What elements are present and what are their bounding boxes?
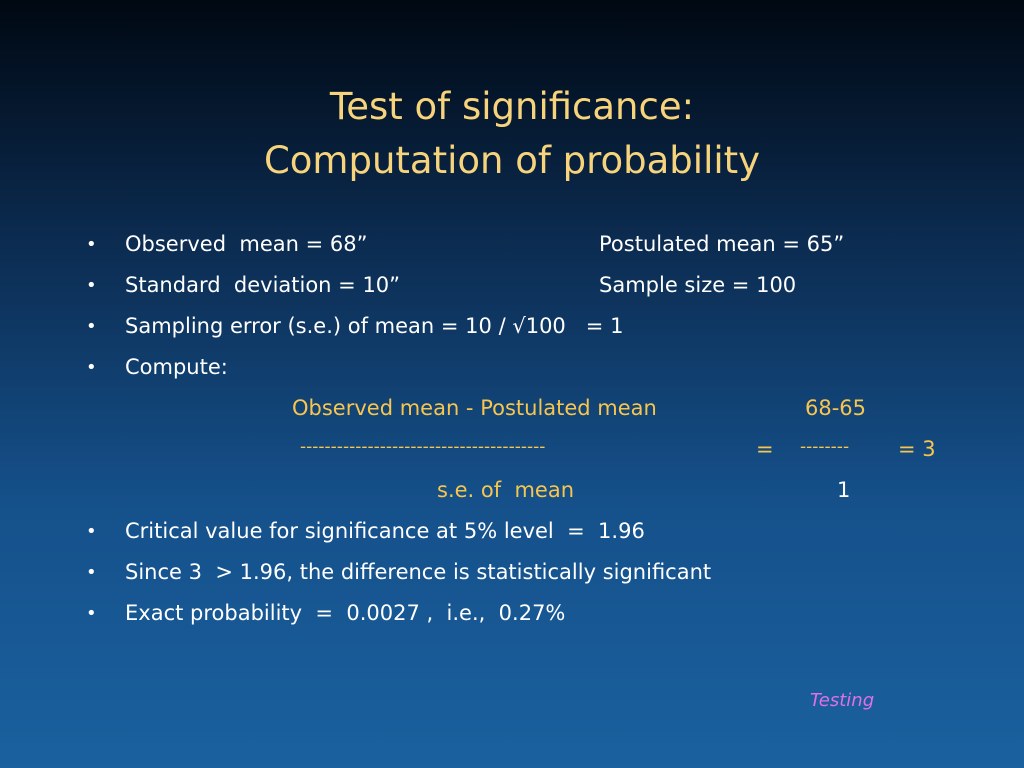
formula-value-line: -------- — [800, 437, 850, 457]
formula-denominator: s.e. of mean — [437, 478, 575, 502]
formula-fraction-line: ---------------------------------------- — [300, 437, 546, 457]
bullet-text-right: Postulated mean = 65” — [599, 232, 845, 256]
bullet-dot: • — [86, 603, 97, 624]
title-line: Computation of probability — [263, 139, 761, 182]
formula-numerator: Observed mean - Postulated mean — [292, 396, 657, 420]
bullet-dot: • — [86, 275, 97, 296]
formula-result: = 3 — [898, 437, 936, 461]
formula-denominator-value: 1 — [837, 478, 851, 502]
bullet-text: Sampling error (s.e.) of mean = 10 / √10… — [125, 314, 624, 338]
bullet-dot: • — [86, 357, 97, 378]
bullet-text: Critical value for significance at 5% le… — [125, 519, 645, 543]
bullet-text: Compute: — [125, 355, 228, 379]
bullet-text: Standard deviation = 10” — [125, 273, 401, 297]
bullet-dot: • — [86, 316, 97, 337]
formula-numerator-value: 68-65 — [805, 396, 867, 420]
bullet-dot: • — [86, 234, 97, 255]
title-line: Test of significance: — [329, 85, 695, 128]
bullet-dot: • — [86, 562, 97, 583]
bullet-text: Exact probability = 0.0027 , i.e., 0.27% — [125, 601, 566, 625]
footer: Testing — [810, 690, 875, 711]
bullet-text-right: Sample size = 100 — [599, 273, 797, 297]
bullet-text: Observed mean = 68” — [125, 232, 368, 256]
bullet-text: Since 3 > 1.96, the difference is statis… — [125, 560, 712, 584]
formula-equals: = — [756, 437, 774, 461]
bullet-dot: • — [86, 521, 97, 542]
